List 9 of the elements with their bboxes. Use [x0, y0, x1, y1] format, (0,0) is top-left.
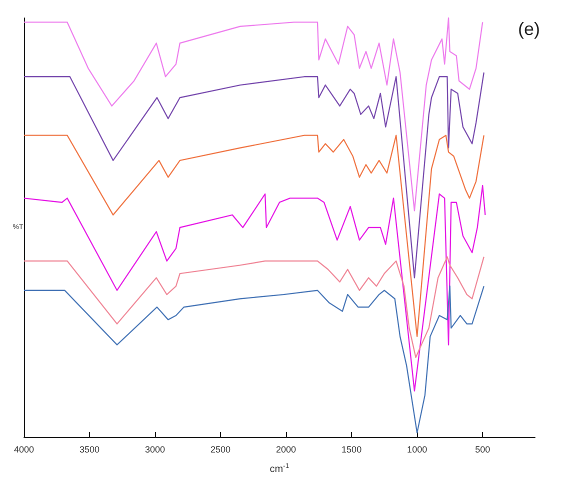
x-tick-label: 2500 [210, 444, 231, 454]
annotation: (e) [518, 19, 540, 39]
x-tick-label: 3500 [79, 444, 100, 454]
x-tick-label: 500 [475, 444, 490, 454]
x-tick-label: 1500 [342, 444, 362, 454]
x-tick-label: 3000 [145, 444, 166, 454]
x-tick-label: 4000 [14, 444, 34, 454]
x-tick-label: 2000 [276, 444, 296, 454]
x-tick-label: 1000 [407, 444, 428, 454]
